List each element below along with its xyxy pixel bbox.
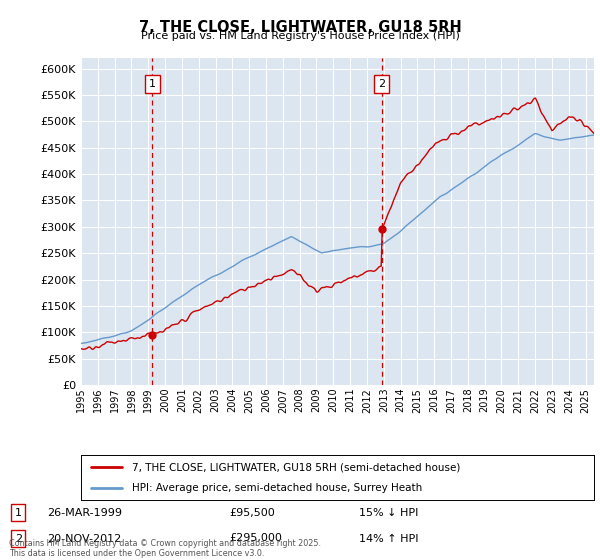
Text: 7, THE CLOSE, LIGHTWATER, GU18 5RH (semi-detached house): 7, THE CLOSE, LIGHTWATER, GU18 5RH (semi… — [133, 462, 461, 472]
Text: 20-NOV-2012: 20-NOV-2012 — [47, 534, 121, 544]
Text: 2: 2 — [379, 80, 385, 90]
Text: £295,000: £295,000 — [229, 534, 283, 544]
Text: Contains HM Land Registry data © Crown copyright and database right 2025.
This d: Contains HM Land Registry data © Crown c… — [9, 539, 321, 558]
Text: 1: 1 — [149, 80, 155, 90]
Text: Price paid vs. HM Land Registry's House Price Index (HPI): Price paid vs. HM Land Registry's House … — [140, 31, 460, 41]
Text: £95,500: £95,500 — [229, 508, 275, 517]
Text: 26-MAR-1999: 26-MAR-1999 — [47, 508, 122, 517]
Text: 14% ↑ HPI: 14% ↑ HPI — [359, 534, 418, 544]
Text: 1: 1 — [15, 508, 22, 517]
Text: HPI: Average price, semi-detached house, Surrey Heath: HPI: Average price, semi-detached house,… — [133, 483, 422, 493]
Text: 2: 2 — [15, 534, 22, 544]
Text: 15% ↓ HPI: 15% ↓ HPI — [359, 508, 418, 517]
Text: 7, THE CLOSE, LIGHTWATER, GU18 5RH: 7, THE CLOSE, LIGHTWATER, GU18 5RH — [139, 20, 461, 35]
